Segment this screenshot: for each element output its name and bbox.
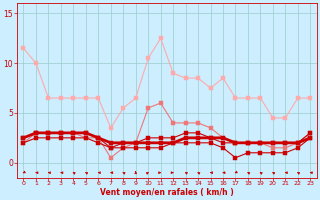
X-axis label: Vent moyen/en rafales ( km/h ): Vent moyen/en rafales ( km/h )	[100, 188, 234, 197]
